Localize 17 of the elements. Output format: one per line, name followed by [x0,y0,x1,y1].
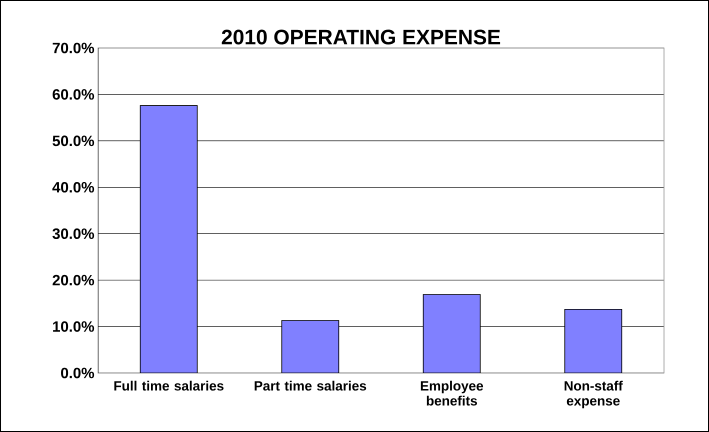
y-tick-label: 70.0% [52,42,94,54]
y-tick-label: 30.0% [52,228,94,240]
bar [422,294,481,373]
y-tick-label: 60.0% [52,89,94,100]
x-tick-label: Non-staff expense [564,380,623,408]
bar [564,308,622,373]
y-tick-label: 0.0% [61,368,94,378]
x-tick-label: Employee benefits [420,380,484,406]
y-tick-label: 40.0% [52,182,94,193]
bar [281,320,340,373]
bar [140,105,198,373]
chart-title: 2010 OPERATING EXPENSE [222,30,500,44]
x-tick-label: Full time salaries [114,380,224,391]
y-tick-label: 10.0% [53,321,94,332]
y-tick-label: 50.0% [52,136,94,146]
x-tick-label: Part time salaries [254,380,366,391]
y-tick-label: 20.0% [52,274,94,286]
